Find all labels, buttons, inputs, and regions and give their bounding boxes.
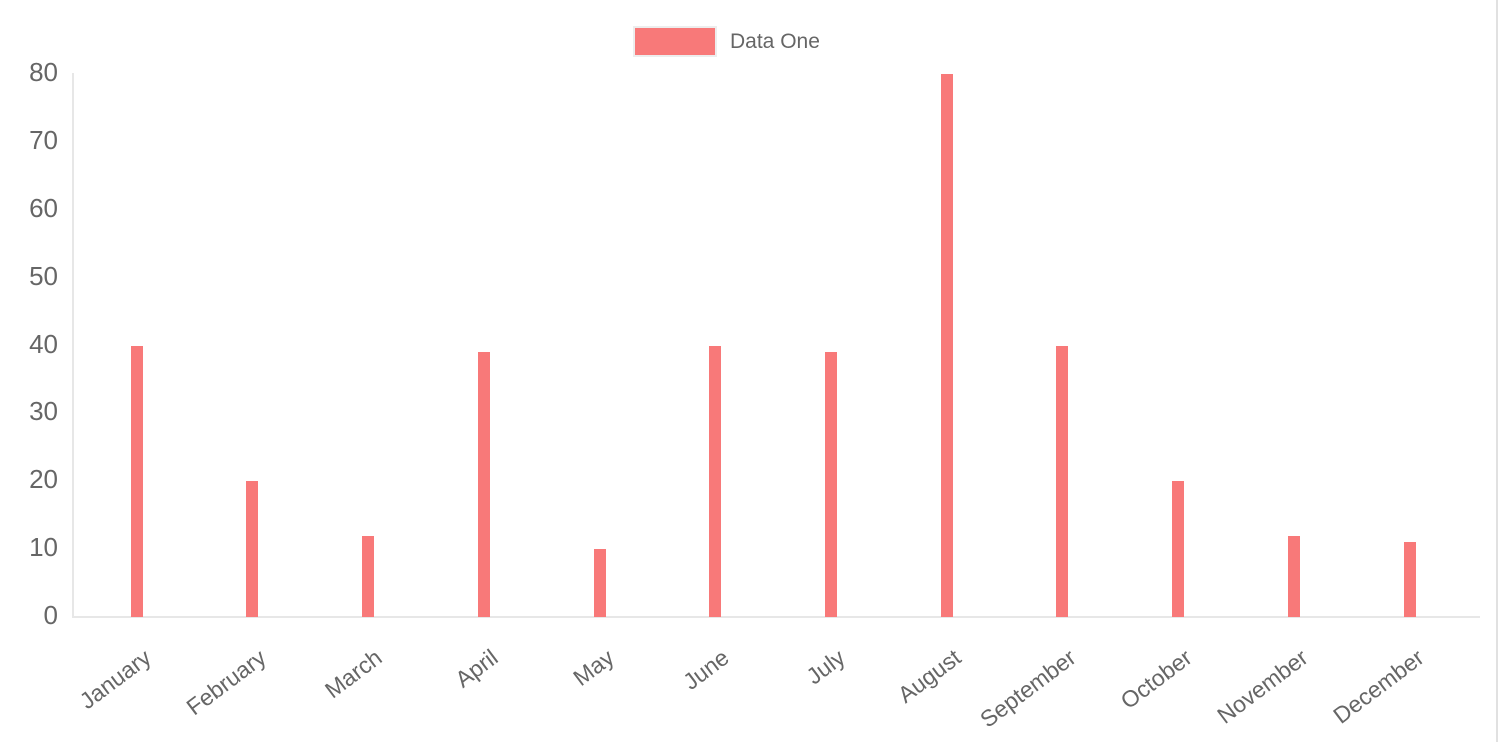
y-axis-tick-label: 60	[29, 192, 58, 223]
y-axis-tick-label: 20	[29, 464, 58, 495]
bar-october[interactable]	[1172, 481, 1185, 617]
x-axis-label-august: August	[892, 644, 966, 708]
bar-july[interactable]	[824, 352, 837, 617]
bar-april[interactable]	[477, 352, 490, 617]
x-axis-label-july: July	[801, 644, 850, 690]
x-axis-label-december: December	[1327, 644, 1429, 729]
y-axis-tick-label: 80	[29, 57, 58, 87]
y-axis-tick-label: 0	[43, 600, 58, 630]
x-axis-label-september: September	[975, 644, 1082, 733]
bar-june[interactable]	[709, 345, 722, 617]
legend-label: Data One	[730, 29, 820, 53]
y-axis-tick-label: 40	[29, 328, 58, 359]
y-axis-tick-label: 10	[29, 532, 58, 563]
x-axis-label-april: April	[450, 644, 503, 693]
x-axis-line	[72, 616, 1480, 618]
bar-march[interactable]	[362, 535, 375, 617]
bar-may[interactable]	[593, 549, 606, 617]
legend-color-swatch	[633, 26, 717, 57]
legend-item-data-one[interactable]: Data One	[633, 26, 820, 57]
y-axis-tick-label: 30	[29, 396, 58, 427]
bar-january[interactable]	[130, 345, 143, 617]
x-axis-label-march: March	[320, 644, 387, 704]
bar-december[interactable]	[1403, 542, 1416, 617]
bar-september[interactable]	[1056, 345, 1069, 617]
bar-february[interactable]	[246, 481, 259, 617]
vertical-divider	[1496, 0, 1498, 742]
x-axis-label-november: November	[1212, 644, 1313, 729]
y-axis-tick-label: 70	[29, 124, 58, 155]
x-axis-label-may: May	[567, 644, 619, 691]
y-axis-tick-label: 50	[29, 260, 58, 291]
bar-november[interactable]	[1287, 535, 1300, 617]
x-axis-label-october: October	[1115, 644, 1197, 715]
bar-august[interactable]	[940, 74, 953, 617]
y-axis-line	[72, 73, 74, 617]
x-axis-label-january: January	[74, 644, 156, 715]
x-axis-label-june: June	[678, 644, 734, 695]
x-axis-label-february: February	[181, 644, 272, 721]
